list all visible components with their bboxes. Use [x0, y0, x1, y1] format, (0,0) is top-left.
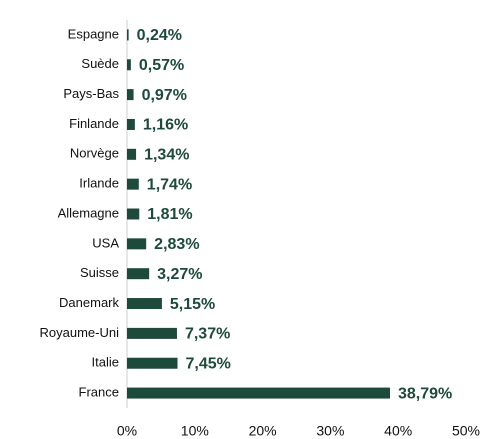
bar: [127, 118, 135, 130]
bar: [127, 298, 162, 310]
bar: [127, 89, 134, 101]
x-tick-label: 0%: [117, 423, 137, 439]
x-tick-label: 40%: [384, 423, 412, 439]
y-tick-label: Italie: [92, 355, 119, 370]
y-tick-label: Pays-Bas: [63, 86, 119, 101]
value-label: 1,81%: [147, 206, 192, 223]
bar: [127, 178, 139, 190]
y-tick-label: Irlande: [79, 176, 119, 191]
y-tick-label: Norvège: [70, 146, 119, 161]
value-label: 1,16%: [143, 117, 188, 134]
bar: [127, 29, 129, 41]
y-tick-label: France: [79, 385, 119, 400]
value-label: 1,34%: [144, 147, 189, 164]
value-label: 7,37%: [185, 326, 230, 343]
x-tick-label: 30%: [316, 423, 344, 439]
y-tick-label: Danemark: [59, 295, 119, 310]
value-label: 0,57%: [139, 57, 184, 74]
value-label: 7,45%: [186, 355, 231, 372]
y-tick-label: Royaume-Uni: [40, 325, 120, 340]
bar: [127, 208, 140, 220]
value-label: 2,83%: [154, 236, 199, 253]
bar: [127, 357, 178, 369]
y-tick-label: Espagne: [68, 26, 119, 41]
x-tick-label: 10%: [181, 423, 209, 439]
bar: [127, 387, 390, 399]
bar: [127, 268, 150, 280]
x-tick-label: 20%: [249, 423, 277, 439]
value-label: 1,74%: [147, 176, 192, 193]
bar: [127, 327, 177, 339]
y-tick-label: USA: [92, 235, 119, 250]
y-tick-label: Allemagne: [58, 205, 119, 220]
value-label: 38,79%: [398, 385, 452, 402]
value-label: 3,27%: [157, 266, 202, 283]
y-tick-label: Suisse: [80, 265, 119, 280]
x-tick-label: 50%: [452, 423, 480, 439]
bar: [127, 238, 147, 250]
value-label: 0,24%: [137, 27, 182, 44]
bar: [127, 148, 137, 160]
value-label: 5,15%: [170, 296, 215, 313]
y-tick-label: Suède: [81, 56, 119, 71]
value-label: 0,97%: [142, 87, 187, 104]
y-tick-label: Finlande: [69, 116, 119, 131]
bar: [127, 59, 131, 71]
